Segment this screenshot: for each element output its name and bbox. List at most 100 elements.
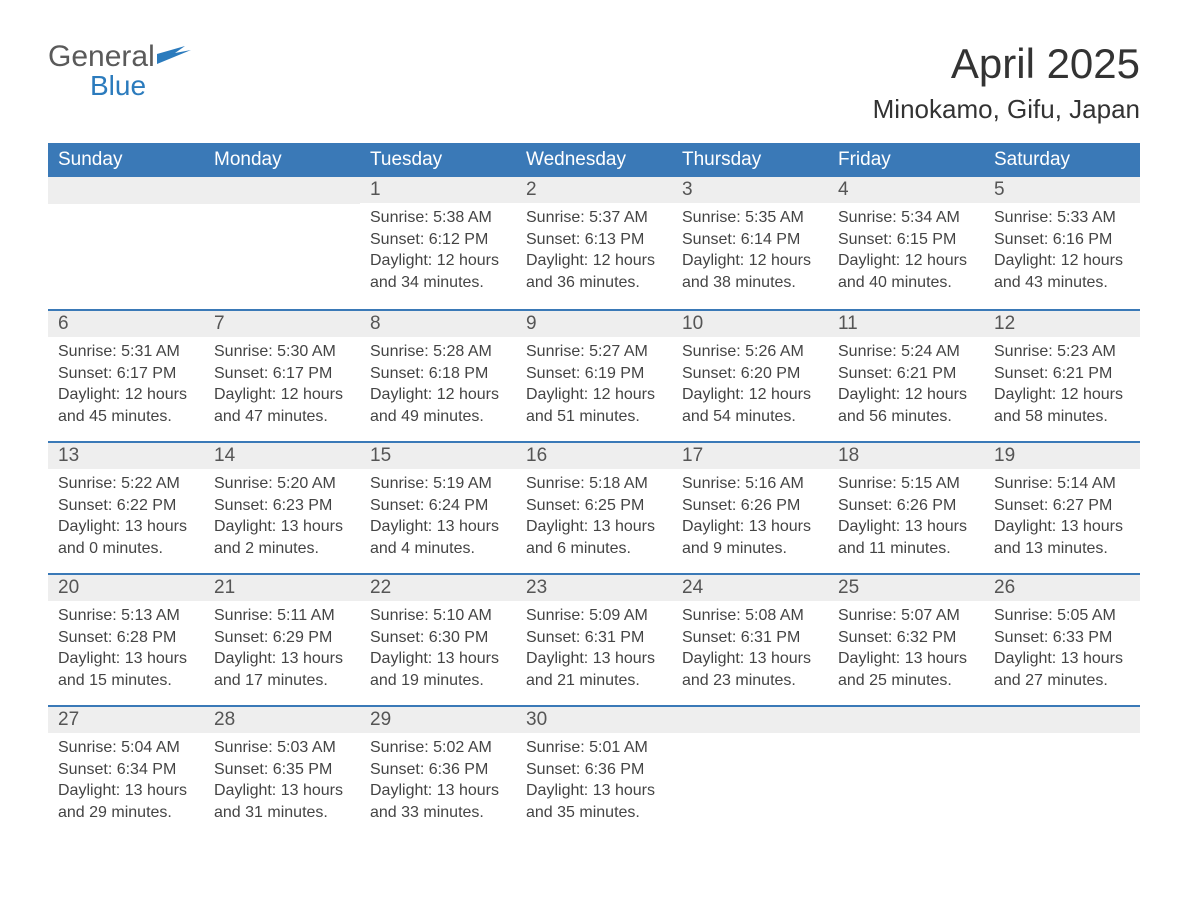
day-cell-28: 28Sunrise: 5:03 AMSunset: 6:35 PMDayligh… <box>204 705 360 837</box>
daynum: 7 <box>204 309 360 337</box>
daynum-empty <box>828 705 984 733</box>
day-body: Sunrise: 5:30 AMSunset: 6:17 PMDaylight:… <box>204 337 360 437</box>
dayname-thursday: Thursday <box>672 143 828 177</box>
daynum: 6 <box>48 309 204 337</box>
week-row: 20Sunrise: 5:13 AMSunset: 6:28 PMDayligh… <box>48 573 1140 705</box>
header: General Blue April 2025 Minokamo, Gifu, … <box>48 40 1140 125</box>
day-body: Sunrise: 5:07 AMSunset: 6:32 PMDaylight:… <box>828 601 984 701</box>
day-cell-21: 21Sunrise: 5:11 AMSunset: 6:29 PMDayligh… <box>204 573 360 705</box>
day-body: Sunrise: 5:11 AMSunset: 6:29 PMDaylight:… <box>204 601 360 701</box>
dayname-sunday: Sunday <box>48 143 204 177</box>
daynum: 30 <box>516 705 672 733</box>
daynum: 24 <box>672 573 828 601</box>
day-cell-23: 23Sunrise: 5:09 AMSunset: 6:31 PMDayligh… <box>516 573 672 705</box>
day-body: Sunrise: 5:15 AMSunset: 6:26 PMDaylight:… <box>828 469 984 569</box>
day-cell-17: 17Sunrise: 5:16 AMSunset: 6:26 PMDayligh… <box>672 441 828 573</box>
daynum: 29 <box>360 705 516 733</box>
daynum-empty <box>984 705 1140 733</box>
daynum-empty <box>204 177 360 204</box>
page-title: April 2025 <box>873 40 1140 88</box>
daynum: 9 <box>516 309 672 337</box>
daynum: 12 <box>984 309 1140 337</box>
day-cell-empty <box>672 705 828 837</box>
day-cell-empty <box>204 177 360 309</box>
daynum: 14 <box>204 441 360 469</box>
daynum: 25 <box>828 573 984 601</box>
day-cell-empty <box>48 177 204 309</box>
day-cell-10: 10Sunrise: 5:26 AMSunset: 6:20 PMDayligh… <box>672 309 828 441</box>
day-cell-3: 3Sunrise: 5:35 AMSunset: 6:14 PMDaylight… <box>672 177 828 309</box>
calendar-table: SundayMondayTuesdayWednesdayThursdayFrid… <box>48 143 1140 837</box>
dayname-friday: Friday <box>828 143 984 177</box>
day-cell-26: 26Sunrise: 5:05 AMSunset: 6:33 PMDayligh… <box>984 573 1140 705</box>
daynum: 26 <box>984 573 1140 601</box>
logo-text-general: General <box>48 40 155 74</box>
day-cell-13: 13Sunrise: 5:22 AMSunset: 6:22 PMDayligh… <box>48 441 204 573</box>
day-body: Sunrise: 5:10 AMSunset: 6:30 PMDaylight:… <box>360 601 516 701</box>
day-body: Sunrise: 5:02 AMSunset: 6:36 PMDaylight:… <box>360 733 516 833</box>
daynum: 2 <box>516 177 672 203</box>
daynum: 18 <box>828 441 984 469</box>
day-body: Sunrise: 5:18 AMSunset: 6:25 PMDaylight:… <box>516 469 672 569</box>
daynum-empty <box>48 177 204 204</box>
day-cell-20: 20Sunrise: 5:13 AMSunset: 6:28 PMDayligh… <box>48 573 204 705</box>
daynum: 17 <box>672 441 828 469</box>
daynum: 3 <box>672 177 828 203</box>
daynum: 27 <box>48 705 204 733</box>
day-body: Sunrise: 5:22 AMSunset: 6:22 PMDaylight:… <box>48 469 204 569</box>
day-cell-15: 15Sunrise: 5:19 AMSunset: 6:24 PMDayligh… <box>360 441 516 573</box>
day-cell-14: 14Sunrise: 5:20 AMSunset: 6:23 PMDayligh… <box>204 441 360 573</box>
daynum: 19 <box>984 441 1140 469</box>
day-cell-22: 22Sunrise: 5:10 AMSunset: 6:30 PMDayligh… <box>360 573 516 705</box>
day-cell-1: 1Sunrise: 5:38 AMSunset: 6:12 PMDaylight… <box>360 177 516 309</box>
day-body: Sunrise: 5:26 AMSunset: 6:20 PMDaylight:… <box>672 337 828 437</box>
day-cell-24: 24Sunrise: 5:08 AMSunset: 6:31 PMDayligh… <box>672 573 828 705</box>
day-cell-empty <box>828 705 984 837</box>
daynum: 5 <box>984 177 1140 203</box>
daynum: 10 <box>672 309 828 337</box>
daynum: 4 <box>828 177 984 203</box>
day-cell-11: 11Sunrise: 5:24 AMSunset: 6:21 PMDayligh… <box>828 309 984 441</box>
day-body: Sunrise: 5:01 AMSunset: 6:36 PMDaylight:… <box>516 733 672 833</box>
day-cell-5: 5Sunrise: 5:33 AMSunset: 6:16 PMDaylight… <box>984 177 1140 309</box>
day-body: Sunrise: 5:35 AMSunset: 6:14 PMDaylight:… <box>672 203 828 303</box>
daynum: 1 <box>360 177 516 203</box>
day-body: Sunrise: 5:31 AMSunset: 6:17 PMDaylight:… <box>48 337 204 437</box>
day-body: Sunrise: 5:09 AMSunset: 6:31 PMDaylight:… <box>516 601 672 701</box>
day-cell-8: 8Sunrise: 5:28 AMSunset: 6:18 PMDaylight… <box>360 309 516 441</box>
day-cell-12: 12Sunrise: 5:23 AMSunset: 6:21 PMDayligh… <box>984 309 1140 441</box>
day-cell-empty <box>984 705 1140 837</box>
day-body: Sunrise: 5:13 AMSunset: 6:28 PMDaylight:… <box>48 601 204 701</box>
day-body: Sunrise: 5:28 AMSunset: 6:18 PMDaylight:… <box>360 337 516 437</box>
location: Minokamo, Gifu, Japan <box>873 94 1140 125</box>
day-body: Sunrise: 5:34 AMSunset: 6:15 PMDaylight:… <box>828 203 984 303</box>
day-body: Sunrise: 5:14 AMSunset: 6:27 PMDaylight:… <box>984 469 1140 569</box>
daynum: 11 <box>828 309 984 337</box>
week-row: 1Sunrise: 5:38 AMSunset: 6:12 PMDaylight… <box>48 177 1140 309</box>
day-body: Sunrise: 5:20 AMSunset: 6:23 PMDaylight:… <box>204 469 360 569</box>
day-body: Sunrise: 5:24 AMSunset: 6:21 PMDaylight:… <box>828 337 984 437</box>
daynum: 22 <box>360 573 516 601</box>
daynum: 16 <box>516 441 672 469</box>
daynum: 8 <box>360 309 516 337</box>
daynum: 20 <box>48 573 204 601</box>
calendar-head: SundayMondayTuesdayWednesdayThursdayFrid… <box>48 143 1140 177</box>
day-body: Sunrise: 5:19 AMSunset: 6:24 PMDaylight:… <box>360 469 516 569</box>
day-body: Sunrise: 5:03 AMSunset: 6:35 PMDaylight:… <box>204 733 360 833</box>
week-row: 27Sunrise: 5:04 AMSunset: 6:34 PMDayligh… <box>48 705 1140 837</box>
day-cell-18: 18Sunrise: 5:15 AMSunset: 6:26 PMDayligh… <box>828 441 984 573</box>
day-body: Sunrise: 5:04 AMSunset: 6:34 PMDaylight:… <box>48 733 204 833</box>
daynum-empty <box>672 705 828 733</box>
day-body: Sunrise: 5:38 AMSunset: 6:12 PMDaylight:… <box>360 203 516 303</box>
calendar-body: 1Sunrise: 5:38 AMSunset: 6:12 PMDaylight… <box>48 177 1140 837</box>
day-body: Sunrise: 5:27 AMSunset: 6:19 PMDaylight:… <box>516 337 672 437</box>
day-cell-19: 19Sunrise: 5:14 AMSunset: 6:27 PMDayligh… <box>984 441 1140 573</box>
flag-icon <box>157 40 191 74</box>
logo-text-blue: Blue <box>90 70 191 102</box>
day-body: Sunrise: 5:05 AMSunset: 6:33 PMDaylight:… <box>984 601 1140 701</box>
week-row: 6Sunrise: 5:31 AMSunset: 6:17 PMDaylight… <box>48 309 1140 441</box>
daynum: 13 <box>48 441 204 469</box>
day-cell-29: 29Sunrise: 5:02 AMSunset: 6:36 PMDayligh… <box>360 705 516 837</box>
day-body: Sunrise: 5:33 AMSunset: 6:16 PMDaylight:… <box>984 203 1140 303</box>
day-body: Sunrise: 5:08 AMSunset: 6:31 PMDaylight:… <box>672 601 828 701</box>
